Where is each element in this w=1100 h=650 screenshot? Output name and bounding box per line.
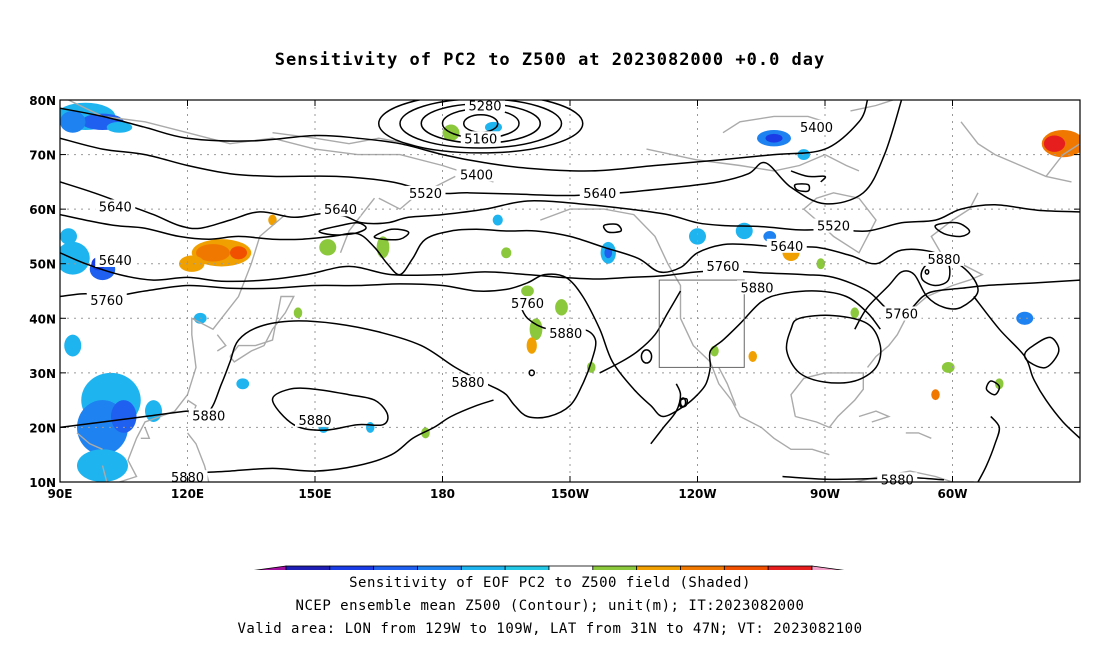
contour-label: 5640 (324, 203, 357, 218)
footer-contour-description: NCEP ensemble mean Z500 (Contour); unit(… (295, 598, 805, 614)
lat-tick-label: 40N (29, 312, 56, 326)
coastlines (68, 100, 1080, 482)
contour-label: 5160 (464, 132, 497, 147)
lat-tick-label: 10N (29, 476, 56, 490)
contour-label: 5640 (99, 201, 132, 216)
colorbar-segment (767, 565, 813, 570)
colorbar-segment (329, 565, 375, 570)
colorbar-segment (504, 565, 550, 570)
contour-label: 5520 (409, 187, 442, 202)
contour-label: 5640 (583, 187, 616, 202)
contour-label: 5760 (511, 297, 544, 312)
lon-tick-label: 180 (430, 487, 455, 501)
contour-label: 5760 (706, 260, 739, 275)
lat-tick-label: 30N (29, 367, 56, 381)
contour-label: 5880 (927, 253, 960, 268)
lon-tick-label: 60W (938, 487, 968, 501)
colorbar-segment (460, 565, 506, 570)
colorbar-low-arrow (253, 565, 287, 570)
colorbar-segment (548, 565, 594, 570)
contour-label: 5880 (740, 281, 773, 296)
contour-label: 5880 (549, 327, 582, 342)
colorbar-segment (285, 565, 331, 570)
sensitivity-map: 5280 5160 5400 5520 5640 5400 5520 5640 5640 5640… (29, 94, 1081, 570)
lon-tick-label: 90W (810, 487, 840, 501)
page-title: Sensitivity of PC2 to Z500 at 2023082000… (274, 50, 826, 70)
colorbar: -0.9-0.8-0.7-0.6-0.5-0.40.40.50.60.70.80… (253, 565, 845, 570)
lat-tick-label: 70N (29, 149, 56, 163)
lat-tick-label: 80N (29, 94, 56, 108)
colorbar-segment (723, 565, 769, 570)
contour-label: 5760 (885, 307, 918, 322)
colorbar-segment (636, 565, 681, 570)
lat-tick-label: 50N (29, 258, 56, 272)
contour-label: 5400 (800, 121, 833, 136)
lat-lon-grid (60, 100, 1080, 482)
contour-label: 5520 (817, 220, 850, 235)
contour-label: 5640 (99, 254, 132, 269)
footer-valid-area: Valid area: LON from 129W to 109W, LAT f… (237, 621, 863, 637)
colorbar-segment (373, 565, 418, 570)
colorbar-segment (592, 565, 638, 570)
contour-label: 5880 (298, 414, 331, 429)
lon-tick-label: 90E (48, 487, 73, 501)
lon-tick-label: 120W (678, 487, 716, 501)
contour-label: 5640 (770, 240, 803, 255)
contour-label: 5880 (451, 376, 484, 391)
colorbar-segment (417, 565, 462, 570)
contour-label: 5400 (460, 168, 493, 183)
lat-tick-label: 20N (29, 421, 56, 435)
footer-shading-description: Sensitivity of EOF PC2 to Z500 field (Sh… (349, 575, 751, 591)
lon-tick-label: 150W (551, 487, 589, 501)
contour-label: 5280 (468, 100, 501, 115)
contour-label: 5880 (881, 473, 914, 488)
z500-contours (60, 100, 1080, 482)
lon-tick-label: 120E (171, 487, 204, 501)
contour-labels: 5280 5160 5400 5520 5640 5400 5520 5640 5640 5640… (86, 98, 964, 488)
valid-area-box (658, 279, 745, 368)
lon-tick-label: 150E (298, 487, 331, 501)
lat-tick-label: 60N (29, 203, 56, 217)
contour-label: 5880 (192, 410, 225, 425)
contour-label: 5760 (90, 294, 123, 309)
colorbar-high-arrow (811, 565, 845, 570)
colorbar-segment (680, 565, 725, 570)
